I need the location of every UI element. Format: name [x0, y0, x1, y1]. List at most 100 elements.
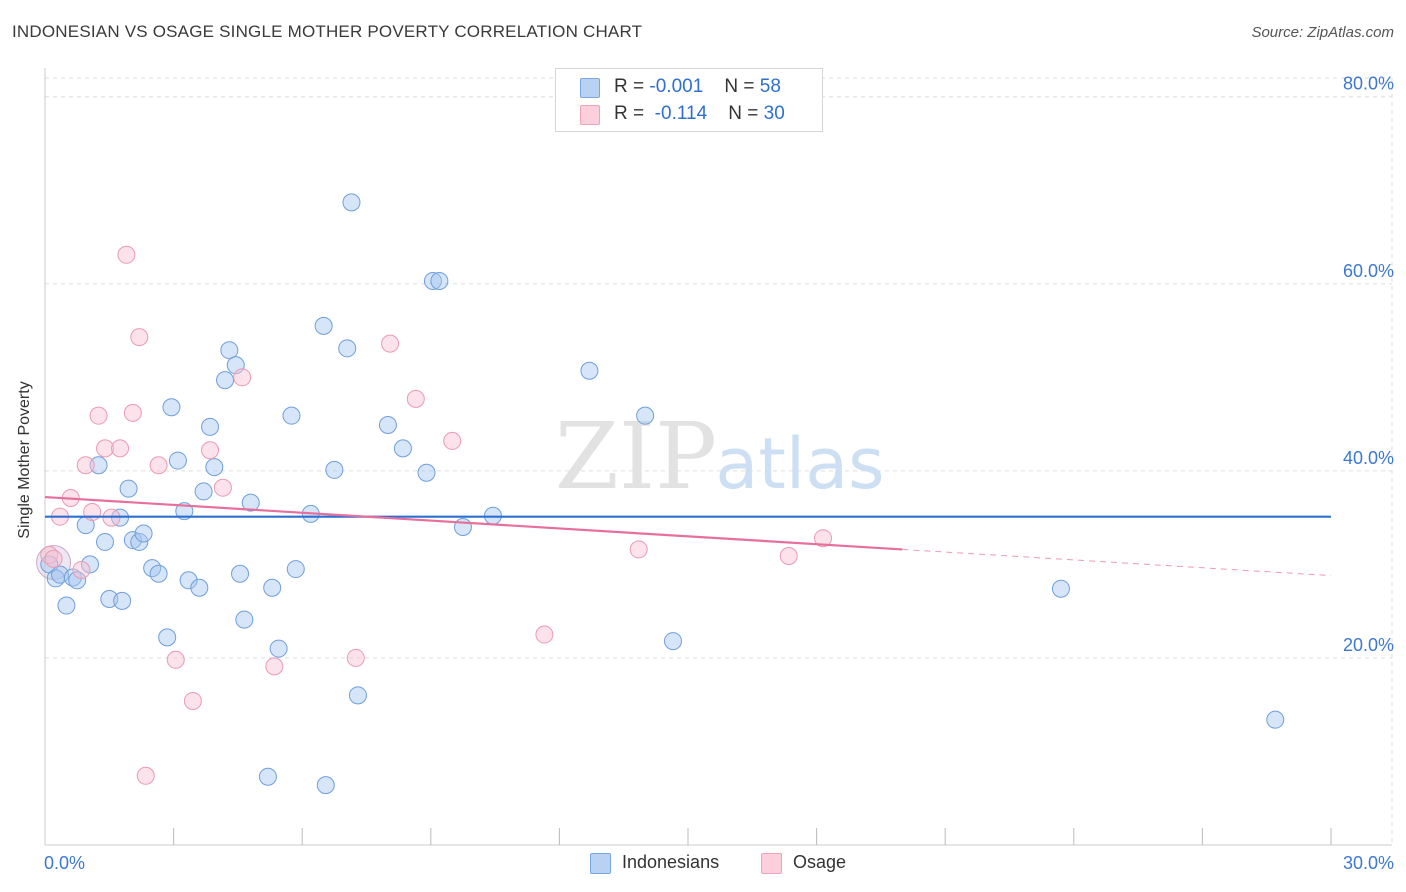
data-point-indonesians — [314, 316, 333, 335]
stats-legend: R = -0.001 N = 58 R = -0.114 N = 30 — [555, 68, 823, 132]
source-label: Source: ZipAtlas.com — [1251, 24, 1394, 41]
data-point-indonesians — [96, 532, 115, 551]
data-point-indonesians — [168, 451, 187, 470]
data-point-indonesians — [220, 341, 239, 360]
data-point-indonesians — [158, 628, 177, 647]
axis-labels: 20.0% 40.0% 60.0% 80.0% 0.0% 30.0% — [44, 74, 1394, 873]
data-point-osage — [233, 368, 252, 387]
data-point-indonesians — [636, 406, 655, 425]
legend-text-indonesians: R = -0.001 N = 58 — [614, 76, 781, 98]
y-axis-title-wrap: Single Mother Poverty — [10, 180, 40, 740]
data-point-indonesians — [57, 596, 76, 615]
legend-n-label: N = — [728, 103, 759, 124]
x-tick-label: 0.0% — [44, 853, 85, 873]
data-point-osage — [136, 766, 155, 785]
data-point-indonesians — [417, 463, 436, 482]
chart-title: INDONESIAN VS OSAGE SINGLE MOTHER POVERT… — [12, 22, 643, 41]
data-point-indonesians — [325, 460, 344, 479]
watermark-atlas: atlas — [715, 423, 884, 505]
data-point-indonesians — [113, 591, 132, 610]
data-point-osage — [443, 431, 462, 450]
data-point-indonesians — [216, 371, 235, 390]
data-point-osage — [89, 406, 108, 425]
trend-line-osage — [44, 495, 903, 551]
trend-line-osage-extension — [902, 548, 1332, 577]
y-tick-label: 40.0% — [1343, 448, 1394, 468]
data-point-osage — [96, 439, 115, 458]
data-point-osage — [814, 529, 833, 548]
data-point-indonesians — [130, 532, 149, 551]
data-point-osage — [111, 439, 130, 458]
watermark: ZIP atlas — [555, 403, 885, 510]
data-point-osage — [346, 648, 365, 667]
legend-swatch-osage — [580, 105, 600, 125]
data-point-indonesians — [68, 571, 87, 590]
data-point-osage — [213, 478, 232, 497]
data-point-indonesians — [378, 416, 397, 435]
legend-n-value: 58 — [759, 76, 781, 97]
data-point-indonesians — [241, 493, 260, 512]
y-tick-label: 60.0% — [1343, 261, 1394, 281]
data-point-indonesians — [235, 610, 254, 629]
legend-swatch-osage — [761, 853, 782, 874]
data-point-osage — [149, 456, 168, 475]
data-point-indonesians — [231, 564, 250, 583]
data-point-osage — [406, 389, 425, 408]
data-point-osage — [629, 540, 648, 559]
x-tick-label: 30.0% — [1343, 853, 1394, 873]
data-point-indonesians — [258, 767, 277, 786]
legend-r-label: R = — [614, 103, 645, 124]
axes — [44, 68, 1392, 846]
data-points — [36, 193, 1285, 795]
data-point-osage — [117, 245, 136, 264]
data-point-osage — [381, 334, 400, 353]
data-point-osage — [265, 657, 284, 676]
data-point-indonesians — [190, 578, 209, 597]
data-point-indonesians — [81, 555, 100, 574]
legend-label-indonesians: Indonesians — [622, 852, 720, 872]
legend-r-label: R = — [614, 76, 645, 97]
data-point-osage — [76, 456, 95, 475]
trend-lines — [44, 495, 1332, 577]
data-point-indonesians — [123, 531, 142, 550]
data-point-indonesians — [119, 479, 138, 498]
data-point-osage — [779, 546, 798, 565]
legend-r-value: -0.114 — [654, 103, 708, 124]
data-point-indonesians — [348, 686, 367, 705]
data-point-osage — [83, 503, 102, 522]
data-point-indonesians — [201, 417, 220, 436]
data-point-indonesians — [430, 271, 449, 290]
legend-n-label: N = — [724, 76, 755, 97]
data-point-indonesians — [663, 632, 682, 651]
data-point-indonesians — [1051, 579, 1070, 598]
data-point-indonesians — [282, 406, 301, 425]
data-point-osage — [201, 441, 220, 460]
data-point-indonesians — [269, 639, 288, 658]
data-point-osage — [183, 691, 202, 710]
data-point-indonesians — [393, 439, 412, 458]
legend-swatch-indonesians — [590, 853, 611, 874]
data-point-indonesians — [263, 578, 282, 597]
data-point-osage — [44, 549, 63, 568]
data-point-indonesians — [423, 271, 442, 290]
data-point-indonesians — [89, 456, 108, 475]
data-point-osage — [123, 403, 142, 422]
y-tick-label: 20.0% — [1343, 635, 1394, 655]
data-point-indonesians — [194, 482, 213, 501]
data-point-indonesians — [1266, 710, 1285, 729]
legend-r-value: -0.001 — [649, 76, 704, 97]
data-point-osage — [535, 625, 554, 644]
data-point-osage — [166, 650, 185, 669]
data-point-indonesians — [179, 571, 198, 590]
y-tick-label: 80.0% — [1343, 74, 1394, 94]
data-point-indonesians — [286, 560, 305, 579]
data-point-osage — [130, 328, 149, 347]
legend-text-osage: R = -0.114 N = 30 — [614, 103, 785, 125]
data-point-indonesians — [342, 193, 361, 212]
data-point-indonesians — [316, 776, 335, 795]
legend-label-osage: Osage — [793, 852, 847, 872]
data-point-indonesians — [134, 524, 153, 543]
data-point-indonesians — [149, 564, 168, 583]
legend-swatch-indonesians — [580, 78, 600, 98]
